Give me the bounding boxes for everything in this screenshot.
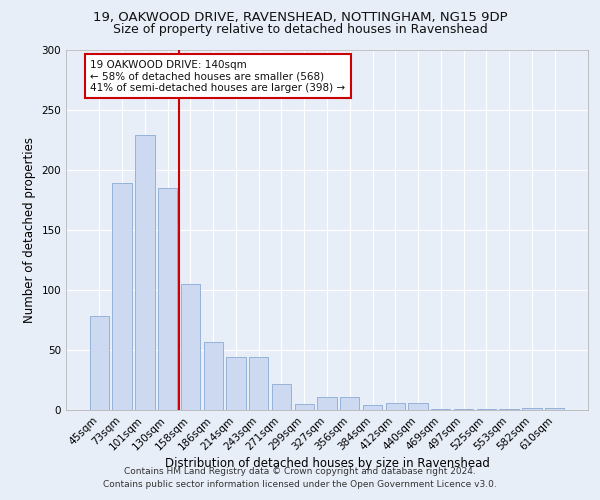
Bar (226, 357, 245, 410)
Bar (409, 403, 428, 410)
Bar (454, 409, 473, 410)
Bar (363, 405, 382, 410)
Bar (522, 408, 542, 410)
Bar (158, 188, 178, 410)
Bar (249, 357, 268, 410)
Bar (272, 384, 291, 410)
Bar (203, 342, 223, 410)
X-axis label: Distribution of detached houses by size in Ravenshead: Distribution of detached houses by size … (164, 458, 490, 470)
Bar (90, 316, 109, 410)
Bar (135, 135, 155, 410)
Bar (476, 409, 496, 410)
Text: Size of property relative to detached houses in Ravenshead: Size of property relative to detached ho… (113, 22, 487, 36)
Y-axis label: Number of detached properties: Number of detached properties (23, 137, 36, 323)
Bar (386, 403, 405, 410)
Text: Contains HM Land Registry data © Crown copyright and database right 2024.
Contai: Contains HM Land Registry data © Crown c… (103, 468, 497, 489)
Bar (340, 397, 359, 410)
Bar (112, 183, 132, 410)
Bar (499, 409, 519, 410)
Bar (545, 408, 564, 410)
Bar (431, 409, 451, 410)
Text: 19, OAKWOOD DRIVE, RAVENSHEAD, NOTTINGHAM, NG15 9DP: 19, OAKWOOD DRIVE, RAVENSHEAD, NOTTINGHA… (92, 11, 508, 24)
Bar (181, 284, 200, 410)
Text: 19 OAKWOOD DRIVE: 140sqm
← 58% of detached houses are smaller (568)
41% of semi-: 19 OAKWOOD DRIVE: 140sqm ← 58% of detach… (90, 60, 346, 93)
Bar (317, 397, 337, 410)
Bar (295, 404, 314, 410)
